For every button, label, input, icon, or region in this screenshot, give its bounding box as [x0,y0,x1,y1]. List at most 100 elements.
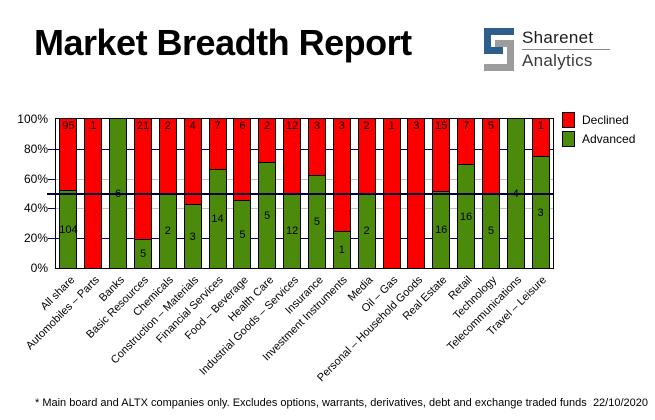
advanced-segment: 3 [184,204,201,268]
advanced-segment: 16 [433,191,450,268]
page-title: Market Breadth Report [34,22,412,63]
declined-segment: 5 [482,119,499,193]
footer: * Main board and ALTX companies only. Ex… [35,397,648,409]
declined-value: 7 [462,120,470,132]
declined-value: 15 [435,120,448,132]
declined-segment: 6 [234,119,251,200]
declined-value: 21 [136,120,150,132]
advanced-segment: 5 [308,175,325,268]
legend-advanced-swatch [562,131,575,147]
brand-name: Sharenet [522,28,594,47]
declined-segment: 2 [159,119,176,193]
declined-value: 4 [189,120,196,132]
declined-segment: 1 [532,119,549,156]
advanced-value: 1 [338,244,345,256]
declined-value: 6 [239,120,246,132]
gridline-20pct [56,238,553,239]
declined-segment: 2 [259,119,276,162]
declined-value: 1 [388,120,395,132]
advanced-value: 3 [189,230,196,243]
y-axis-label: 20% [23,231,48,245]
legend-declined-label: Declined [582,113,629,127]
declined-segment: 2 [358,119,375,193]
y-axis-tick [48,238,55,239]
declined-value: 3 [413,120,420,132]
declined-segment: 4 [184,119,201,204]
legend-declined: Declined [562,112,635,128]
declined-value: 12 [285,120,299,132]
sharenet-logo: Sharenet Analytics [484,28,610,71]
advanced-segment: 12 [284,193,301,268]
advanced-segment: 3 [532,156,549,268]
declined-value: 95 [62,120,75,132]
advanced-segment: 5 [259,162,276,268]
advanced-value: 16 [435,224,448,236]
brand-division: Analytics [522,51,593,70]
declined-value: 2 [363,120,370,132]
advanced-value: 5 [313,216,320,228]
declined-value: 1 [537,120,544,132]
gridline-80pct [56,149,553,150]
advanced-segment: 14 [209,169,226,268]
advanced-segment: 2 [159,193,176,268]
y-axis-label: 0% [30,261,48,275]
declined-segment: 12 [284,119,301,193]
advanced-value: 2 [363,225,370,237]
y-axis-label: 100% [17,112,48,126]
advanced-value: 5 [264,209,271,222]
y-axis-label: 40% [23,201,48,215]
declined-segment: 3 [308,119,325,175]
footnote: * Main board and ALTX companies only. Ex… [35,397,587,409]
declined-segment: 3 [333,119,350,231]
declined-segment: 7 [209,119,226,169]
advanced-segment: 1 [333,231,350,268]
advanced-value: 5 [239,228,246,241]
sharenet-s-icon [484,28,514,71]
declined-value: 3 [338,120,345,132]
advanced-segment: 5 [135,239,151,268]
y-axis-tick [48,179,55,180]
report-date: 22/10/2020 [592,397,648,409]
brand-divider [522,49,610,50]
advanced-value: 14 [211,213,224,225]
bar-1: 95 104 [59,119,78,268]
y-axis-tick [48,208,55,209]
y-axis-label: 60% [23,172,48,186]
declined-value: 2 [264,120,271,132]
declined-value: 5 [487,120,494,132]
legend-declined-swatch [562,112,575,128]
legend-advanced-label: Advanced [582,132,636,146]
advanced-value: 104 [59,223,78,236]
y-axis-tick [48,149,55,150]
declined-value: 2 [164,120,171,132]
advanced-value: 2 [164,225,171,237]
advanced-value: 16 [459,210,473,223]
declined-segment: 95 [60,119,77,190]
advanced-segment: 104 [59,190,78,268]
advanced-value: 5 [139,248,147,260]
gridline-60pct [56,179,553,180]
plot-area: 9510416215224371465251212353122131516716… [47,118,554,269]
declined-segment: 15 [433,119,450,191]
advanced-segment: 16 [458,164,474,268]
bar-16: 15 16 [432,119,451,268]
advanced-segment: 2 [358,193,375,268]
declined-value: 1 [90,120,97,132]
legend-advanced: Advanced [562,131,635,147]
brand-text: Sharenet Analytics [522,28,610,70]
advanced-value: 3 [537,206,544,219]
reference-line-50pct [47,193,553,195]
declined-segment: 7 [458,119,474,164]
y-axis-label: 80% [23,142,48,156]
declined-segment: 21 [135,119,151,239]
declined-value: 3 [313,120,320,132]
advanced-value: 12 [285,225,299,237]
advanced-segment: 5 [482,193,499,268]
legend: Declined Advanced [562,112,635,150]
gridline-40pct [56,208,553,209]
advanced-segment: 5 [234,200,251,268]
advanced-value: 5 [487,225,494,237]
